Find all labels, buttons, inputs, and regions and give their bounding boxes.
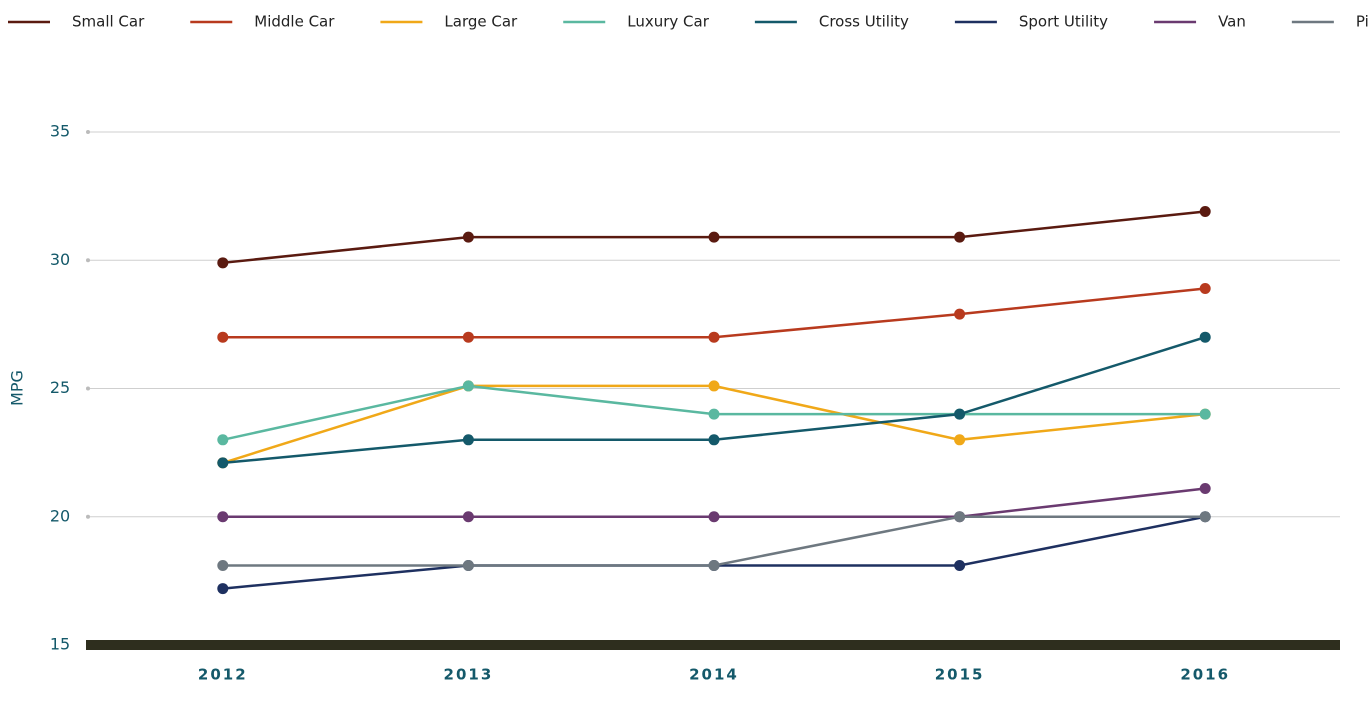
data-point — [462, 331, 474, 343]
data-point — [217, 331, 229, 343]
x-tick-label: 2015 — [935, 666, 985, 684]
data-point — [1199, 483, 1211, 495]
tick-dot — [86, 514, 90, 519]
data-point — [217, 583, 229, 595]
x-tick-label: 2012 — [198, 666, 248, 684]
data-point — [462, 559, 474, 571]
legend-label: Sport Utility — [1019, 13, 1108, 31]
data-point — [954, 408, 966, 420]
legend-label: Luxury Car — [627, 13, 709, 31]
data-point — [1199, 408, 1211, 420]
series-line — [222, 515, 1206, 590]
data-point — [708, 408, 720, 420]
data-point — [954, 511, 966, 523]
y-tick-label: 35 — [50, 122, 70, 141]
tick-dot — [86, 386, 90, 391]
legend-label: Van — [1218, 13, 1246, 31]
x-tick-label: 2013 — [444, 666, 494, 684]
data-point — [217, 457, 229, 469]
data-point — [217, 257, 229, 269]
y-axis-label: MPG — [8, 370, 27, 406]
legend-label: Large Car — [444, 13, 518, 31]
data-point — [462, 434, 474, 446]
data-point — [708, 331, 720, 343]
data-point — [708, 511, 720, 523]
y-tick-label: 20 — [50, 506, 70, 525]
series-line — [222, 384, 1206, 465]
data-point — [708, 559, 720, 571]
data-point — [1199, 282, 1211, 294]
data-point — [462, 380, 474, 392]
data-point — [217, 559, 229, 571]
legend-label: Small Car — [72, 13, 145, 31]
legend-label: Pickup — [1356, 13, 1368, 31]
series-line — [222, 287, 1206, 339]
tick-dot — [86, 258, 90, 263]
x-axis-line — [86, 640, 1340, 650]
data-point — [217, 434, 229, 446]
legend-label: Cross Utility — [819, 13, 909, 31]
data-point — [708, 231, 720, 243]
legend-label: Middle Car — [254, 13, 335, 31]
data-point — [954, 434, 966, 446]
y-tick-label: 15 — [50, 635, 70, 654]
tick-dot — [86, 130, 90, 134]
data-point — [462, 511, 474, 523]
data-point — [1199, 331, 1211, 343]
data-point — [217, 511, 229, 523]
x-tick-label: 2016 — [1180, 666, 1230, 684]
data-point — [954, 559, 966, 571]
y-tick-label: 30 — [50, 250, 70, 269]
data-point — [1199, 511, 1211, 523]
x-tick-label: 2014 — [689, 666, 739, 684]
y-tick-label: 25 — [50, 378, 70, 397]
data-point — [1199, 206, 1211, 218]
data-point — [708, 380, 720, 392]
data-point — [462, 231, 474, 243]
data-point — [708, 434, 720, 446]
data-point — [954, 308, 966, 320]
series-line — [222, 515, 1206, 567]
data-point — [954, 231, 966, 243]
